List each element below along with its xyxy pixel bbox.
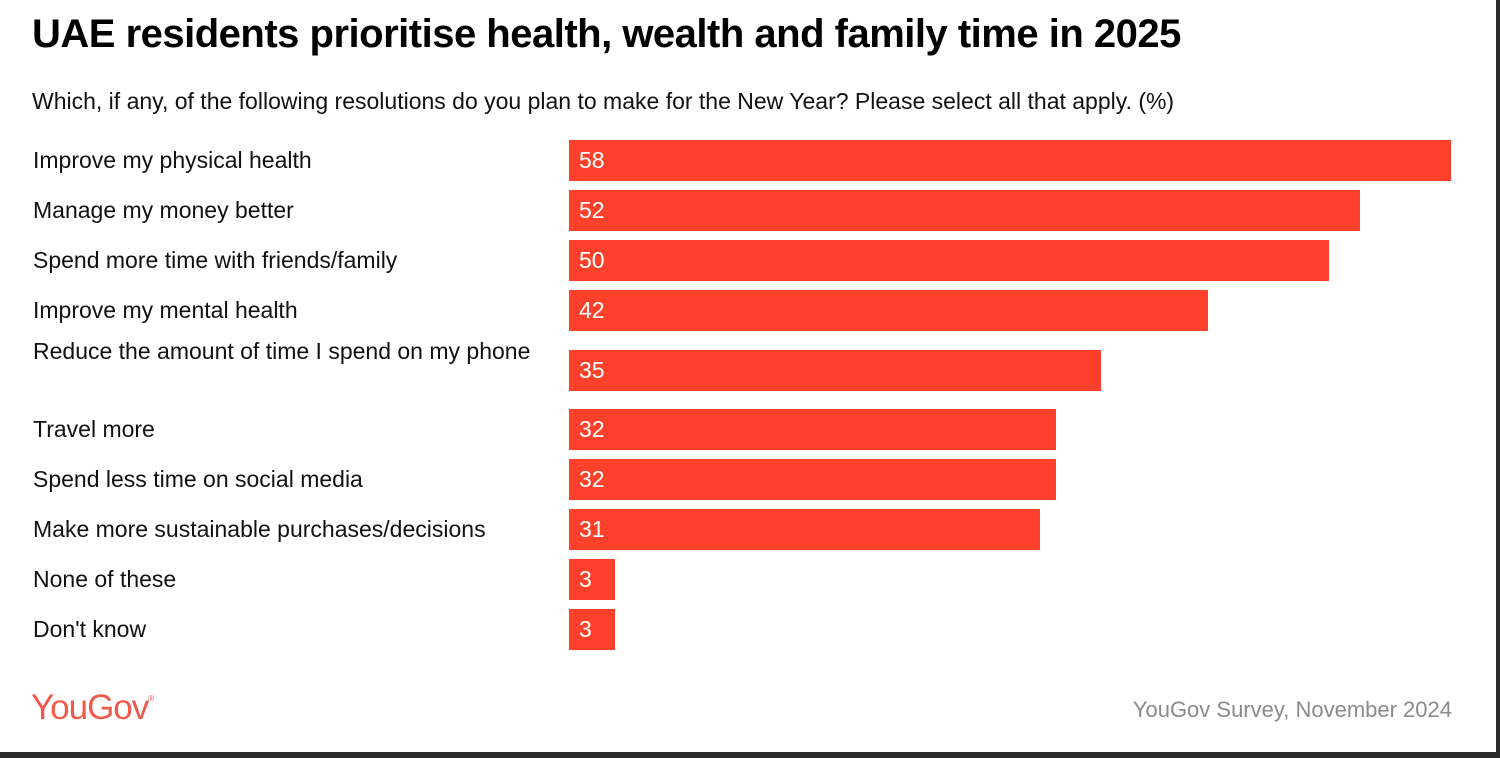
bar: 52 <box>569 190 1360 231</box>
category-label: Improve my physical health <box>33 147 312 173</box>
bar-value-label: 3 <box>579 616 592 642</box>
bar-value-label: 35 <box>579 357 605 383</box>
category-label: Improve my mental health <box>33 297 298 323</box>
bar: 32 <box>569 459 1056 500</box>
registered-mark: ® <box>148 694 154 703</box>
yougov-logo: YouGov® <box>31 688 154 728</box>
bar-value-label: 32 <box>579 416 605 442</box>
logo-text: YouGov <box>31 688 149 727</box>
category-label: Travel more <box>33 416 155 442</box>
bar: 3 <box>569 559 615 600</box>
bar-value-label: 31 <box>579 516 605 542</box>
bar-value-label: 52 <box>579 197 605 223</box>
category-label: Spend less time on social media <box>33 466 363 492</box>
bar: 3 <box>569 609 615 650</box>
category-label: Manage my money better <box>33 197 294 223</box>
bar: 58 <box>569 140 1451 181</box>
bar-value-label: 42 <box>579 297 605 323</box>
chart-subtitle: Which, if any, of the following resoluti… <box>32 88 1175 114</box>
category-label: None of these <box>33 566 177 592</box>
bar: 42 <box>569 290 1208 331</box>
category-label: Reduce the amount of time I spend on my … <box>33 338 531 364</box>
bar: 32 <box>569 409 1056 450</box>
bar-value-label: 50 <box>579 247 605 273</box>
category-label: Don't know <box>33 616 147 642</box>
bar-value-label: 3 <box>579 566 592 592</box>
bar-value-label: 32 <box>579 466 605 492</box>
category-label: Spend more time with friends/family <box>33 247 398 273</box>
bar: 50 <box>569 240 1329 281</box>
bar-value-label: 58 <box>579 147 605 173</box>
bar: 35 <box>569 350 1101 391</box>
bar: 31 <box>569 509 1040 550</box>
category-label: Make more sustainable purchases/decision… <box>33 516 486 542</box>
source-note: YouGov Survey, November 2024 <box>1132 697 1452 722</box>
chart-title: UAE residents prioritise health, wealth … <box>32 12 1181 56</box>
